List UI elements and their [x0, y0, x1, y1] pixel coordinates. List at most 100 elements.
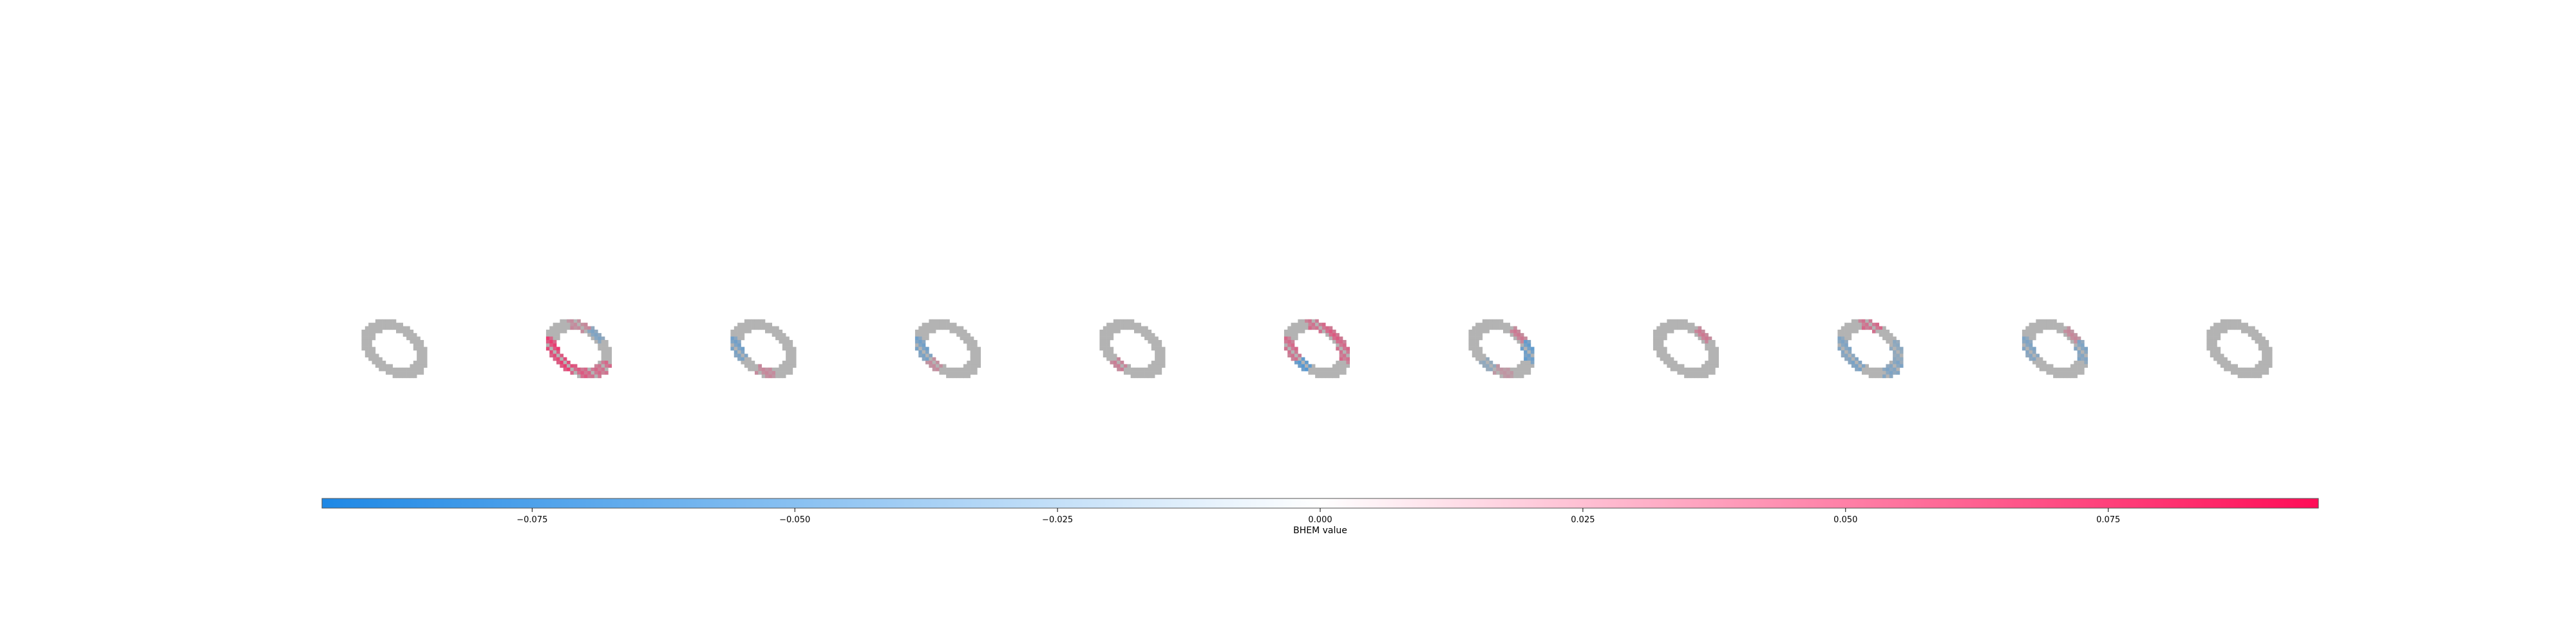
digit-pixel — [977, 350, 981, 354]
attribution-pixel — [1346, 347, 1350, 351]
digit-pixel — [971, 357, 974, 361]
digit-pixel — [790, 340, 793, 344]
digit-pixel — [1705, 347, 1709, 351]
digit-pixel — [1691, 371, 1695, 375]
digit-pixel — [406, 330, 410, 334]
digit-pixel — [1503, 330, 1507, 334]
digit-pixel — [1106, 347, 1110, 351]
attribution-pixel — [1482, 364, 1486, 368]
digit-pixel — [413, 343, 417, 347]
digit-pixel — [2210, 340, 2214, 344]
digit-pixel — [1490, 319, 1493, 323]
digit-pixel — [2266, 340, 2269, 344]
digit-pixel — [2224, 330, 2228, 334]
digit-pixel — [779, 340, 782, 344]
digit-pixel — [1671, 323, 1674, 327]
digit-pixel — [393, 327, 397, 330]
attribution-pixel — [1315, 327, 1319, 330]
digit-pixel — [421, 368, 424, 372]
digit-pixel — [1671, 319, 1674, 323]
digit-pixel — [1500, 327, 1504, 330]
digit-pixel — [372, 357, 376, 361]
digit-pixel — [406, 371, 410, 375]
attribution-pixel — [577, 319, 581, 323]
digit-pixel — [1500, 375, 1504, 379]
digit-pixel — [2255, 333, 2259, 337]
digit-pixel — [1312, 368, 1316, 372]
digit-pixel — [1663, 323, 1667, 327]
digit-pixel — [2081, 361, 2085, 365]
digit-pixel — [1709, 343, 1712, 347]
digit-pixel — [1148, 371, 1151, 375]
attribution-pixel — [549, 350, 553, 354]
digit-pixel — [2244, 323, 2248, 327]
digit-pixel — [2067, 375, 2071, 379]
digit-pixel — [1151, 343, 1155, 347]
digit-pixel — [2251, 337, 2255, 341]
digit-pixel — [403, 327, 407, 330]
digit-pixel — [393, 323, 397, 327]
digit-pixel — [2053, 371, 2057, 375]
digit-pixel — [2084, 364, 2088, 368]
digit-pixel — [960, 327, 964, 330]
digit-pixel — [1715, 354, 1719, 357]
digit-pixel — [1886, 333, 1889, 337]
attribution-pixel — [1852, 354, 1855, 357]
digit-pixel — [1336, 371, 1340, 375]
digit-pixel — [1137, 371, 1141, 375]
digit-pixel — [399, 330, 403, 334]
digit-pixel — [1468, 337, 1472, 341]
digit-pixel — [2255, 337, 2259, 341]
digit-pixel — [601, 343, 605, 347]
digit-pixel — [730, 330, 734, 334]
digit-pixel — [2221, 323, 2224, 327]
digit-pixel — [1329, 368, 1333, 372]
digit-pixel — [1517, 368, 1520, 372]
digit-pixel — [744, 357, 748, 361]
attribution-pixel — [1897, 347, 1900, 351]
attribution-pixel — [2022, 340, 2026, 344]
attribution-pixel — [605, 364, 609, 368]
digit-pixel — [782, 333, 786, 337]
attribution-pixel — [546, 337, 550, 341]
attribution-pixel — [933, 364, 936, 368]
colorbar-ticks: −0.075 −0.050 −0.025 0.000 0.025 0.050 0.075 — [516, 508, 2120, 525]
digit-pixel — [1667, 354, 1671, 357]
digit-pixel — [2221, 330, 2224, 334]
colorbar-label: BHEM value — [1293, 526, 1347, 536]
digit-pixel — [1468, 343, 1472, 347]
digit-pixel — [1513, 371, 1517, 375]
attribution-pixel — [1503, 371, 1507, 375]
digit-pixel — [399, 371, 403, 375]
attribution-pixel — [1329, 330, 1333, 334]
attribution-pixel — [1841, 337, 1845, 341]
digit-pixel — [960, 333, 964, 337]
digit-pixel — [737, 350, 741, 354]
digit-pixel — [971, 343, 974, 347]
digit-pixel — [1681, 368, 1685, 372]
attribution-pixel — [741, 347, 745, 351]
digit-pixel — [2081, 364, 2085, 368]
digit-pixel — [1882, 371, 1886, 375]
attribution-pixel — [765, 371, 769, 375]
digit-pixel — [1298, 357, 1302, 361]
digit-pixel — [1162, 350, 1166, 354]
digit-pixel — [915, 333, 919, 337]
attribution-pixel — [1284, 340, 1288, 344]
digit-pixel — [925, 330, 929, 334]
digit-pixel — [2043, 364, 2047, 368]
attribution-pixel — [549, 354, 553, 357]
digit-pixel — [1667, 319, 1671, 323]
attribution-pixel — [1322, 327, 1326, 330]
digit-pixel — [956, 330, 960, 334]
digit-pixel — [396, 368, 400, 372]
digit-pixel — [2025, 333, 2029, 337]
digit-pixel — [768, 323, 772, 327]
digit-pixel — [1841, 330, 1845, 334]
digit-pixel — [1117, 323, 1121, 327]
digit-pixel — [1287, 333, 1291, 337]
digit-pixel — [368, 337, 372, 341]
digit-pixel — [1663, 354, 1667, 357]
attribution-pixel — [594, 330, 598, 334]
